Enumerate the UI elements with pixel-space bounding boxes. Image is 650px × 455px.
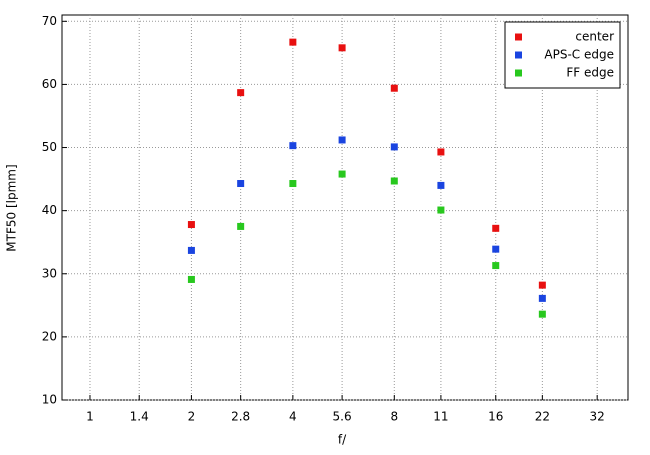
y-tick-label: 30 (42, 266, 57, 280)
x-tick-label: 1 (86, 410, 94, 424)
point (237, 89, 245, 97)
point (289, 142, 297, 150)
y-tick-label: 10 (42, 393, 57, 407)
point (237, 222, 245, 230)
legend-box (504, 21, 621, 89)
point (492, 245, 500, 253)
point (237, 180, 245, 188)
x-tick-label: 2.8 (231, 410, 250, 424)
point (492, 224, 500, 232)
y-tick-label: 20 (42, 329, 57, 343)
point (187, 275, 195, 283)
point (338, 136, 346, 144)
point (437, 181, 445, 189)
legend-label: FF edge (566, 66, 614, 80)
x-tick-label: 16 (488, 410, 503, 424)
legend-marker (515, 51, 522, 59)
x-tick-label: 11 (433, 410, 448, 424)
y-tick-label: 60 (42, 77, 57, 91)
point (187, 246, 195, 254)
y-tick-label: 50 (42, 140, 57, 154)
y-tick-label: 70 (42, 14, 57, 28)
point (187, 221, 195, 229)
point (390, 177, 398, 185)
point (390, 143, 398, 151)
point (289, 180, 297, 188)
point (538, 294, 546, 302)
point (437, 206, 445, 214)
point (338, 170, 346, 178)
legend-marker (515, 69, 522, 77)
x-tick-label: 1.4 (130, 410, 149, 424)
x-tick-label: 2 (188, 410, 196, 424)
legend-label: center (575, 30, 614, 44)
point (538, 281, 546, 289)
point (538, 310, 546, 318)
point (437, 148, 445, 156)
point (338, 44, 346, 52)
x-tick-label: 8 (390, 410, 398, 424)
legend-label: APS-C edge (544, 48, 614, 62)
x-tick-label: 5.6 (333, 410, 352, 424)
legend-marker (515, 33, 522, 41)
x-tick-label: 22 (535, 410, 550, 424)
x-tick-label: 4 (289, 410, 297, 424)
point (390, 84, 398, 92)
y-tick-label: 40 (42, 203, 57, 217)
y-axis-label: MTF50 [lpmm] (5, 164, 19, 251)
point (289, 38, 297, 46)
x-tick-label: 32 (590, 410, 605, 424)
point (492, 262, 500, 270)
x-axis-label: f/ (338, 433, 347, 447)
